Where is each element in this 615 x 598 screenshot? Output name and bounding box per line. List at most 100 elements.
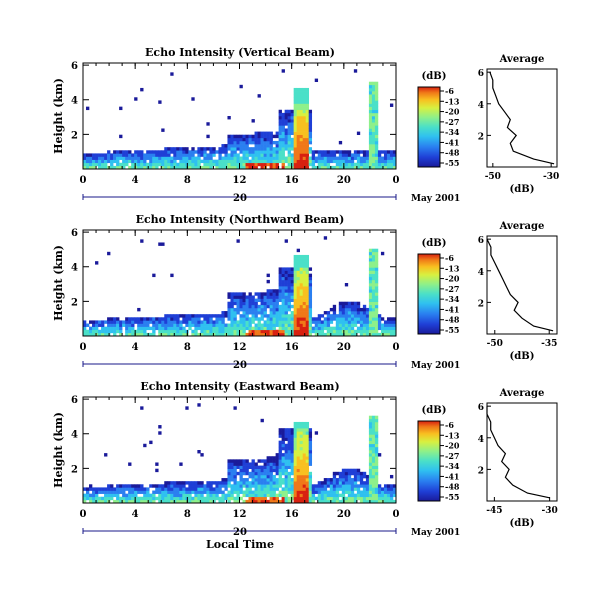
heatmap-cell — [245, 295, 249, 299]
heatmap-cell — [386, 317, 391, 321]
heatmap-cell — [185, 317, 189, 321]
heatmap-cell — [242, 134, 246, 139]
heatmap-cell — [377, 326, 382, 331]
heatmap-cell — [305, 150, 310, 154]
heatmap-cell — [302, 156, 307, 160]
heatmap-cell — [284, 131, 288, 136]
heatmap-cell — [191, 323, 195, 327]
heatmap-cell — [353, 69, 358, 73]
heatmap-cell — [368, 81, 373, 86]
heatmap-cell — [317, 490, 322, 494]
heatmap-cell — [275, 289, 279, 293]
heatmap-cell — [359, 307, 364, 312]
heatmap-cell — [188, 490, 192, 494]
heatmap-cell — [368, 421, 373, 426]
heatmap-cell — [347, 499, 352, 504]
heatmap-cell — [299, 147, 303, 151]
heatmap-cell — [290, 468, 294, 473]
heatmap-cell — [371, 490, 376, 494]
heatmap-cell — [371, 261, 376, 265]
heatmap-cell — [134, 496, 138, 501]
heatmap-cell — [371, 258, 376, 262]
heatmap-cell — [263, 478, 267, 482]
heatmap-cell — [320, 320, 325, 324]
heatmap-cell — [281, 326, 285, 331]
heatmap-cell — [308, 128, 313, 132]
heatmap-cell — [233, 490, 237, 494]
heatmap-cell — [356, 150, 361, 154]
heatmap-cell — [101, 153, 105, 157]
heatmap-cell — [341, 323, 346, 327]
heatmap-cell — [293, 270, 297, 274]
heatmap-cell — [356, 131, 361, 136]
heatmap-cell — [269, 134, 273, 139]
heatmap-cell — [137, 496, 141, 501]
heatmap-cell — [290, 428, 294, 432]
heatmap-cell — [293, 140, 297, 145]
heatmap-cell — [167, 317, 171, 321]
heatmap-cell — [170, 484, 174, 488]
heatmap-cell — [275, 478, 279, 482]
panel-2: Echo Intensity (Eastward Beam)0 4 8 12 16 20 0… — [52, 380, 558, 538]
heatmap-cell — [296, 295, 300, 299]
heatmap-cell — [287, 134, 291, 139]
heatmap-cell — [302, 317, 307, 321]
heatmap-cell — [371, 456, 376, 460]
heatmap-cell — [371, 276, 376, 281]
heatmap-cell — [290, 289, 294, 293]
heatmap-cell — [242, 144, 246, 148]
heatmap-cell — [290, 320, 294, 324]
heatmap-cell — [236, 484, 240, 488]
heatmap-cell — [314, 484, 319, 488]
heatmap-cell — [278, 446, 282, 451]
heatmap-cell — [131, 156, 135, 160]
heatmap-cell — [212, 332, 216, 337]
colorbar-tick-label: -6 — [445, 86, 454, 96]
heatmap-cell — [332, 326, 337, 331]
profile-line — [489, 71, 555, 165]
heatmap-cell — [113, 493, 117, 498]
heatmap-cell — [266, 273, 270, 278]
heatmap-cell — [287, 270, 291, 274]
heatmap-cell — [173, 320, 177, 324]
heatmap-cell — [278, 156, 282, 160]
heatmap-cell — [215, 490, 219, 494]
heatmap-cell — [167, 156, 171, 160]
heatmap-cell — [245, 150, 249, 154]
heatmap-cell — [329, 150, 334, 154]
heatmap-cell — [209, 481, 213, 485]
heatmap-cell — [308, 131, 313, 136]
heatmap-cell — [272, 156, 276, 160]
heatmap-cell — [257, 137, 261, 142]
heatmap-cell — [179, 153, 183, 157]
heatmap-cell — [365, 317, 370, 321]
heatmap-cell — [221, 499, 225, 504]
heatmap-cell — [308, 329, 313, 334]
heatmap-cell — [374, 283, 379, 287]
heatmap-cell — [215, 162, 219, 167]
heatmap-cell — [86, 332, 90, 337]
heatmap-cell — [281, 165, 285, 170]
heatmap-cell — [236, 481, 240, 485]
heatmap-cell — [308, 311, 313, 315]
heatmap-cell — [239, 84, 243, 89]
heatmap-cell — [323, 499, 328, 504]
heatmap-cell — [326, 323, 331, 327]
heatmap-cell — [302, 289, 307, 293]
panel-0: Echo Intensity (Vertical Beam)0 4 8 12 16 20 0… — [52, 46, 559, 204]
heatmap-cell — [239, 329, 243, 334]
heatmap-cell — [296, 487, 300, 491]
heatmap-cell — [263, 162, 267, 167]
heatmap-cell — [122, 162, 126, 167]
heatmap-cell — [284, 289, 288, 293]
heatmap-cell — [374, 484, 379, 488]
heatmap-cell — [260, 137, 264, 142]
heatmap-cell — [137, 307, 141, 312]
heatmap-cell — [284, 434, 288, 438]
heatmap-cell — [341, 471, 346, 476]
heatmap-cell — [296, 125, 300, 129]
heatmap-cell — [206, 314, 210, 318]
heatmap-cell — [239, 484, 243, 488]
heatmap-cell — [233, 487, 237, 491]
heatmap-cell — [296, 440, 300, 445]
